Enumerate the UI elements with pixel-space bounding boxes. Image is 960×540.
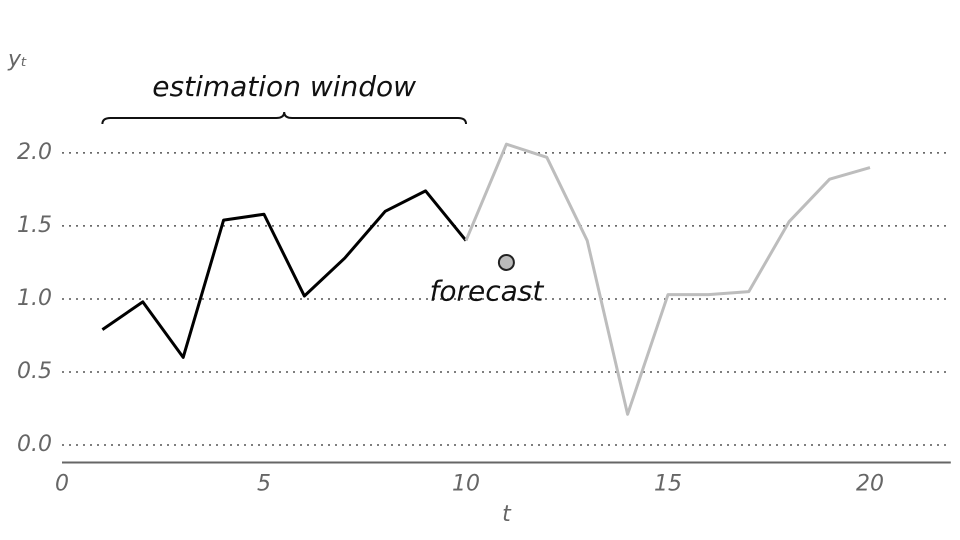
window-label: estimation window [152, 70, 416, 103]
y-tick-label: 1.0 [17, 286, 52, 311]
series-line [101, 189, 468, 359]
y-tick-label: 0.5 [17, 359, 52, 384]
x-tick-label: 10 [452, 472, 480, 497]
x-axis-label: t [502, 502, 512, 527]
x-tick-label: 20 [856, 472, 884, 497]
x-tick-label: 15 [654, 472, 682, 497]
window-bracket [101, 111, 467, 125]
y-tick-label: 2.0 [17, 140, 52, 165]
x-tick-label: 5 [257, 472, 271, 497]
y-tick-label: 1.5 [17, 213, 52, 238]
forecast-point [497, 253, 515, 271]
y-axis-label: yₜ [7, 47, 28, 72]
x-tick-label: 0 [55, 472, 69, 497]
forecast-label: forecast [429, 274, 544, 307]
y-tick-label: 0.0 [17, 432, 52, 457]
series-line [464, 142, 871, 416]
